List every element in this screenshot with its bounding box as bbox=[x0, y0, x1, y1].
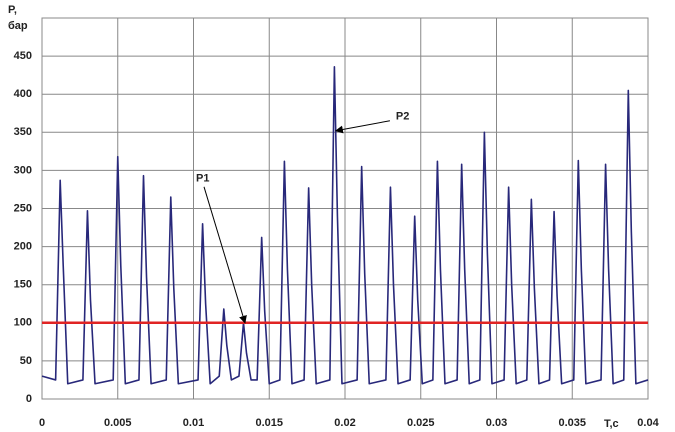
y-tick-label: 400 bbox=[14, 88, 32, 100]
x-tick-label: 0.02 bbox=[334, 417, 355, 429]
x-tick-label: 0 bbox=[39, 417, 45, 429]
x-axis-label: T,c bbox=[604, 418, 619, 430]
x-tick-label: 0.005 bbox=[104, 417, 132, 429]
y-tick-label: 200 bbox=[14, 241, 32, 253]
x-tick-label: 0.015 bbox=[255, 417, 283, 429]
y-tick-label: 450 bbox=[14, 50, 32, 62]
y-tick-label: 300 bbox=[14, 164, 32, 176]
x-tick-label: 0.025 bbox=[407, 417, 435, 429]
x-tick-label: 0.04 bbox=[637, 417, 659, 429]
y-tick-label: 0 bbox=[26, 393, 32, 405]
annotation-arrow bbox=[334, 120, 391, 134]
y-axis-label: P, bbox=[8, 4, 17, 16]
y-tick-label: 250 bbox=[14, 202, 32, 214]
y-axis-unit: бар bbox=[8, 20, 28, 32]
x-tick-label: 0.03 bbox=[486, 417, 507, 429]
series-line bbox=[41, 65, 649, 385]
y-tick-label: 50 bbox=[20, 355, 32, 367]
y-tick-label: 350 bbox=[14, 126, 32, 138]
annotation-label: P1 bbox=[196, 173, 209, 185]
y-tick-label: 100 bbox=[14, 317, 32, 329]
annotation-arrow bbox=[203, 186, 247, 324]
y-tick-label: 150 bbox=[14, 279, 32, 291]
x-tick-label: 0.01 bbox=[183, 417, 204, 429]
annotation-label: P2 bbox=[396, 111, 409, 123]
x-tick-label: 0.035 bbox=[558, 417, 586, 429]
